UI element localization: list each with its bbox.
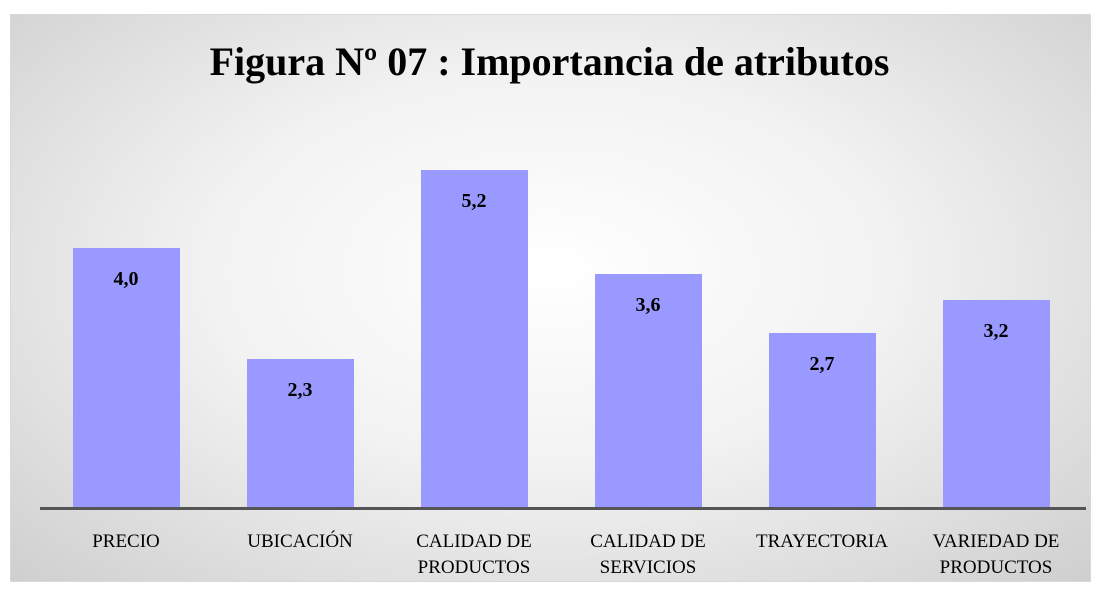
chart-frame bbox=[10, 14, 1091, 582]
bar bbox=[942, 300, 1050, 508]
x-tick-label: VARIEDAD DE PRODUCTOS bbox=[932, 531, 1060, 578]
bar bbox=[420, 170, 528, 508]
x-tick-label: PRECIO bbox=[92, 531, 160, 552]
data-label: 2,7 bbox=[809, 352, 835, 375]
chart-title: Figura Nº 07 : Importancia de atributos bbox=[209, 39, 890, 84]
data-label: 3,6 bbox=[635, 294, 661, 316]
data-label: 3,2 bbox=[983, 320, 1009, 342]
bar bbox=[768, 332, 876, 508]
bar bbox=[246, 358, 354, 508]
x-tick-label: TRAYECTORIA bbox=[756, 531, 888, 552]
data-label: 5,2 bbox=[461, 190, 487, 212]
baseline bbox=[40, 507, 1086, 510]
data-label: 4,0 bbox=[113, 268, 139, 290]
bar bbox=[72, 248, 180, 508]
data-label: 2,3 bbox=[287, 378, 313, 401]
x-tick-label: UBICACIÓN bbox=[247, 531, 353, 552]
x-tick-label: CALIDAD DE PRODUCTOS bbox=[416, 531, 532, 578]
bar bbox=[594, 274, 702, 508]
x-tick-label: CALIDAD DE SERVICIOS bbox=[590, 531, 706, 578]
